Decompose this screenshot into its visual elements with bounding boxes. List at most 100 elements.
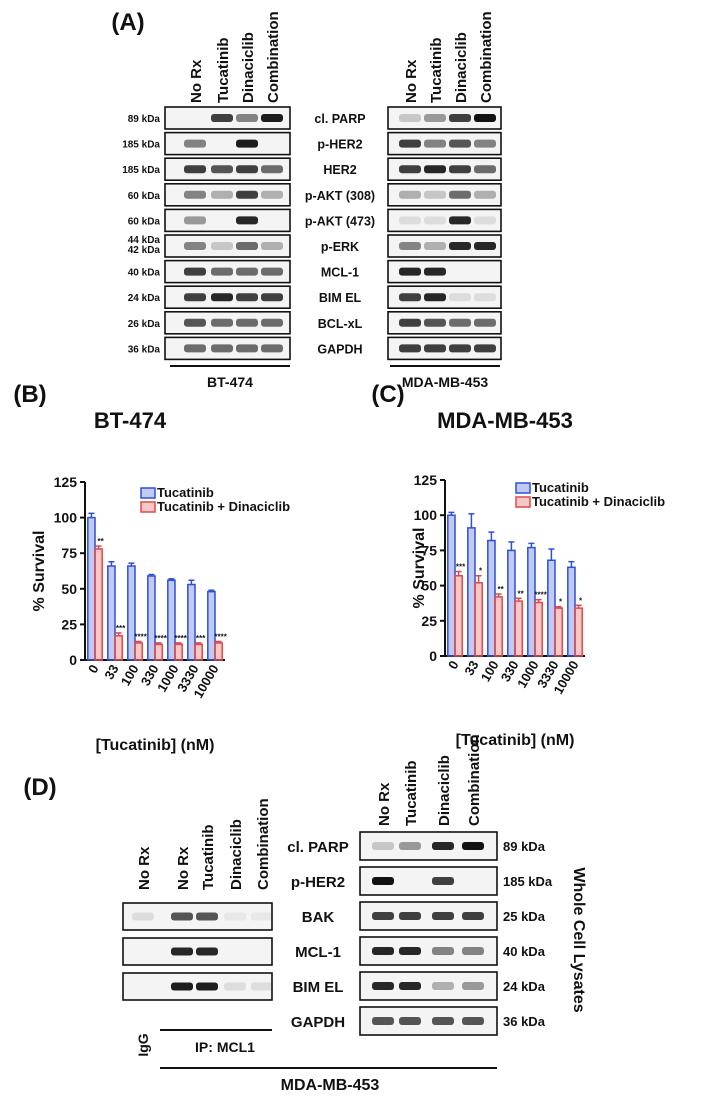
kda-label: 26 kDa	[128, 319, 161, 330]
protein-label: GAPDH	[317, 342, 362, 356]
blot-band	[236, 267, 258, 276]
blot-band	[449, 216, 471, 225]
lane-label: Dinaciclib	[240, 32, 257, 103]
blot-band	[432, 982, 454, 990]
blot-band	[184, 293, 206, 302]
lane-label: No Rx	[403, 59, 420, 103]
blot-band	[236, 318, 258, 327]
x-axis-label: [Tucatinib] (nM)	[96, 737, 215, 754]
y-tick-label: 25	[61, 616, 77, 632]
blot-band	[184, 318, 206, 327]
blot-band	[372, 912, 394, 920]
x-tick-label: 0	[445, 658, 462, 672]
blot-frame	[359, 866, 498, 896]
significance-label: ***	[456, 563, 466, 572]
bar	[567, 566, 576, 657]
blot-band	[424, 216, 446, 225]
lane-label: Combination	[478, 11, 495, 103]
kda-label: 24 kDa	[128, 293, 161, 304]
blot-band	[474, 318, 496, 327]
blot-band	[184, 242, 206, 250]
blot-band	[399, 912, 421, 920]
kda-label: 60 kDa	[128, 191, 161, 202]
y-tick-label: 0	[69, 652, 77, 668]
protein-label: BAK	[302, 909, 335, 926]
significance-label: **	[497, 585, 504, 594]
x-tick-label: 33	[101, 662, 121, 682]
bar	[154, 643, 163, 661]
blot-band	[462, 1017, 484, 1025]
blot-band	[211, 293, 233, 302]
chart-title: BT-474	[94, 408, 167, 433]
blot-band	[449, 293, 471, 302]
blot-band	[236, 114, 258, 122]
y-tick-label: 125	[414, 472, 438, 488]
significance-label: **	[97, 537, 104, 546]
bar	[167, 579, 176, 661]
blot-band	[261, 293, 283, 302]
protein-label: p-HER2	[317, 138, 362, 152]
blot-band	[432, 842, 454, 850]
y-tick-label: 25	[421, 613, 437, 629]
legend-label: Tucatinib + Dinaciclib	[532, 494, 665, 509]
protein-label: BIM EL	[293, 979, 344, 996]
bar	[87, 516, 96, 661]
significance-label: ****	[174, 634, 187, 643]
bar	[574, 607, 583, 657]
bar	[187, 583, 196, 661]
blot-band	[399, 318, 421, 327]
blot-band	[449, 190, 471, 199]
kda-label: 36 kDa	[503, 1014, 546, 1029]
significance-label: *	[479, 567, 483, 576]
blot-band	[261, 190, 283, 199]
blot-band	[462, 982, 484, 990]
significance-label: ****	[214, 632, 227, 641]
x-axis-label: [Tucatinib] (nM)	[456, 732, 575, 749]
significance-label: *	[579, 596, 583, 605]
lane-label: Dinaciclib	[436, 755, 453, 826]
wcl-label: Whole Cell Lysates	[570, 867, 587, 1012]
kda-label: 40 kDa	[128, 268, 161, 279]
x-tick-label: 33	[461, 658, 481, 678]
blot-band	[261, 267, 283, 276]
blot-band	[261, 165, 283, 174]
blot-band	[372, 842, 394, 850]
chart-title: MDA-MB-453	[437, 408, 573, 433]
x-tick-label: 100	[118, 662, 142, 688]
blot-frame	[387, 208, 502, 233]
protein-label: MCL-1	[295, 944, 341, 961]
panel-label: (B)	[13, 381, 46, 408]
bar	[494, 596, 503, 657]
protein-label: GAPDH	[291, 1014, 345, 1031]
blot-band	[171, 947, 193, 956]
blot-band	[236, 139, 258, 148]
kda-label: 60 kDa	[128, 216, 161, 227]
cell-line-label: BT-474	[207, 374, 253, 390]
blot-band	[211, 114, 233, 122]
x-tick-label: 100	[478, 658, 502, 684]
blot-band	[424, 344, 446, 353]
igg-label: IgG	[135, 1033, 151, 1056]
blot-band	[236, 344, 258, 353]
bar	[554, 607, 563, 657]
blot-frame	[387, 183, 502, 207]
legend-swatch	[140, 501, 156, 513]
kda-label: 42 kDa	[128, 245, 161, 256]
significance-label: ****	[134, 632, 147, 641]
blot-band	[196, 912, 218, 921]
blot-band	[211, 242, 233, 250]
blot-band	[184, 267, 206, 276]
protein-label: BCL-xL	[318, 317, 363, 331]
legend-label: Tucatinib	[532, 480, 589, 495]
kda-label: 185 kDa	[122, 140, 160, 151]
blot-band	[211, 165, 233, 174]
panel-label: (A)	[111, 9, 144, 36]
blot-band	[432, 912, 454, 920]
blot-band	[184, 165, 206, 174]
blot-band	[184, 190, 206, 199]
lane-label: Combination	[255, 798, 272, 890]
lane-label: Tucatinib	[428, 37, 445, 103]
bar	[127, 565, 136, 661]
lane-label: Tucatinib	[200, 824, 217, 890]
